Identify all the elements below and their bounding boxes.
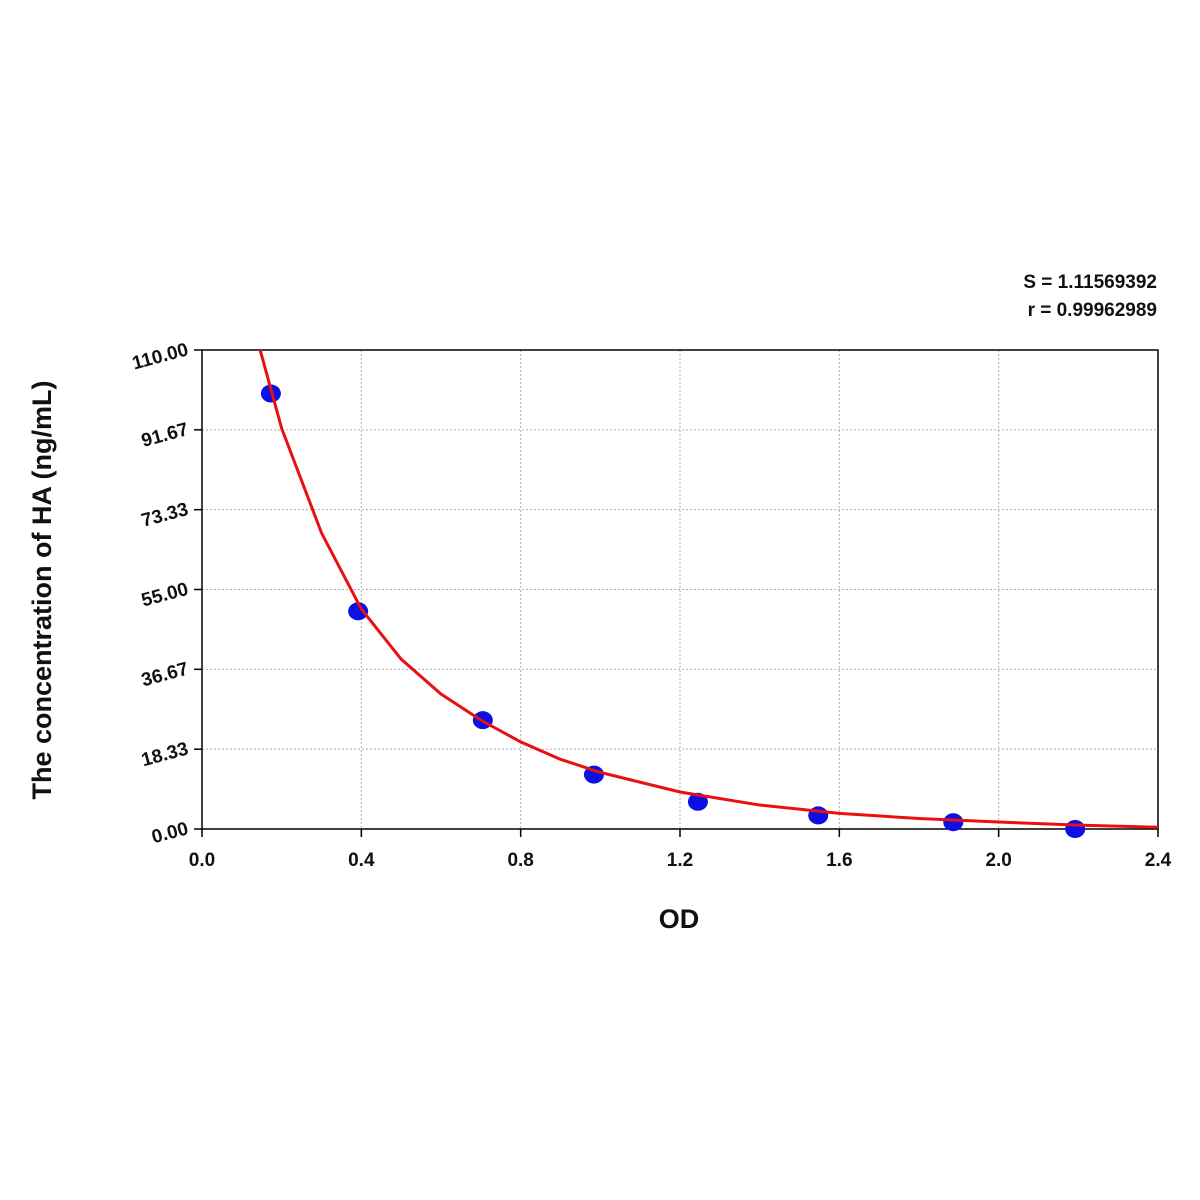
data-point — [943, 813, 964, 832]
y-tick-label: 91.67 — [139, 419, 190, 452]
plot-frame — [201, 349, 1159, 830]
x-tick-label: 0.0 — [189, 850, 215, 871]
y-tick-label: 55.00 — [139, 579, 190, 612]
y-tick-label: 18.33 — [139, 739, 190, 772]
x-tick-label: 2.4 — [1145, 850, 1172, 871]
data-point — [1065, 820, 1086, 838]
x-tick-label: 0.8 — [507, 850, 533, 871]
x-tick-label: 0.4 — [348, 850, 375, 871]
annotation: S = 1.11569392 — [1023, 272, 1157, 293]
data-point — [687, 792, 708, 811]
x-tick-label: 1.2 — [667, 850, 693, 871]
x-axis-title: OD — [659, 904, 700, 934]
x-tick-label: 2.0 — [985, 850, 1011, 871]
data-point — [348, 602, 369, 621]
x-tick-label: 1.6 — [826, 850, 852, 871]
y-tick-label: 73.33 — [139, 499, 190, 532]
y-tick-label: 0.00 — [149, 818, 190, 848]
y-tick-label: 36.67 — [139, 659, 190, 692]
y-axis-title: The concentration of HA (ng/mL) — [27, 381, 57, 800]
annotation: r = 0.99962989 — [1028, 300, 1157, 321]
y-tick-label: 110.00 — [130, 339, 191, 374]
fit-curve — [258, 349, 1159, 829]
